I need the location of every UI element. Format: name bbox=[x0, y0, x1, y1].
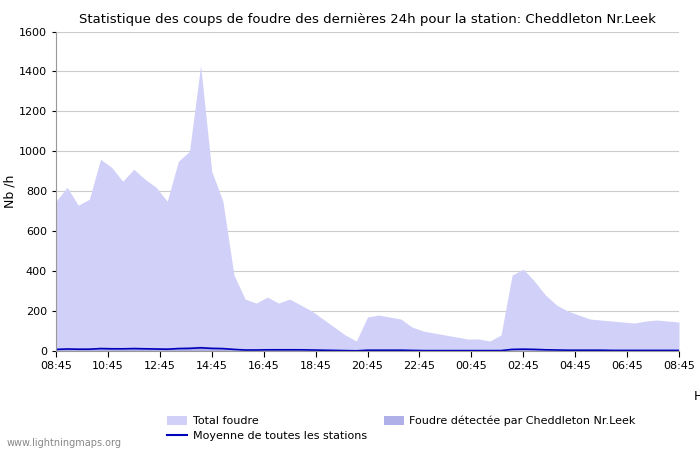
Text: Heure: Heure bbox=[694, 390, 700, 403]
Text: www.lightningmaps.org: www.lightningmaps.org bbox=[7, 438, 122, 448]
Title: Statistique des coups de foudre des dernières 24h pour la station: Cheddleton Nr: Statistique des coups de foudre des dern… bbox=[79, 13, 656, 26]
Legend: Total foudre, Moyenne de toutes les stations, Foudre détectée par Cheddleton Nr.: Total foudre, Moyenne de toutes les stat… bbox=[167, 416, 636, 441]
Y-axis label: Nb /h: Nb /h bbox=[3, 175, 16, 208]
